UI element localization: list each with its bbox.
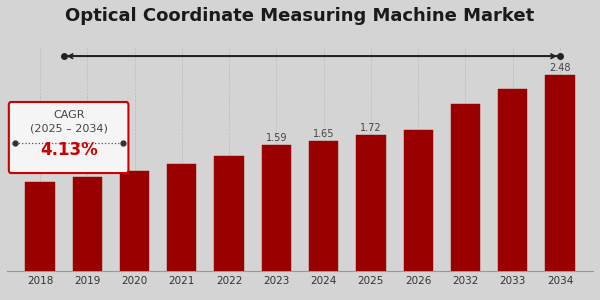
Bar <box>25 182 55 271</box>
Bar <box>73 177 102 271</box>
Bar <box>214 156 244 271</box>
Text: 2.48: 2.48 <box>549 63 571 73</box>
Text: 1.59: 1.59 <box>266 134 287 143</box>
Bar <box>451 103 480 271</box>
Bar <box>309 141 338 271</box>
Bar <box>262 146 291 271</box>
Bar <box>167 164 196 271</box>
Text: 4.13%: 4.13% <box>40 141 98 159</box>
Bar <box>404 130 433 271</box>
FancyBboxPatch shape <box>9 102 128 173</box>
Bar <box>545 75 575 271</box>
Text: CAGR
(2025 – 2034): CAGR (2025 – 2034) <box>29 110 107 133</box>
Text: 1.72: 1.72 <box>360 123 382 133</box>
Bar <box>120 171 149 271</box>
Bar <box>356 135 386 271</box>
Title: Optical Coordinate Measuring Machine Market: Optical Coordinate Measuring Machine Mar… <box>65 7 535 25</box>
Bar <box>498 89 527 271</box>
Text: 1.65: 1.65 <box>313 129 334 139</box>
